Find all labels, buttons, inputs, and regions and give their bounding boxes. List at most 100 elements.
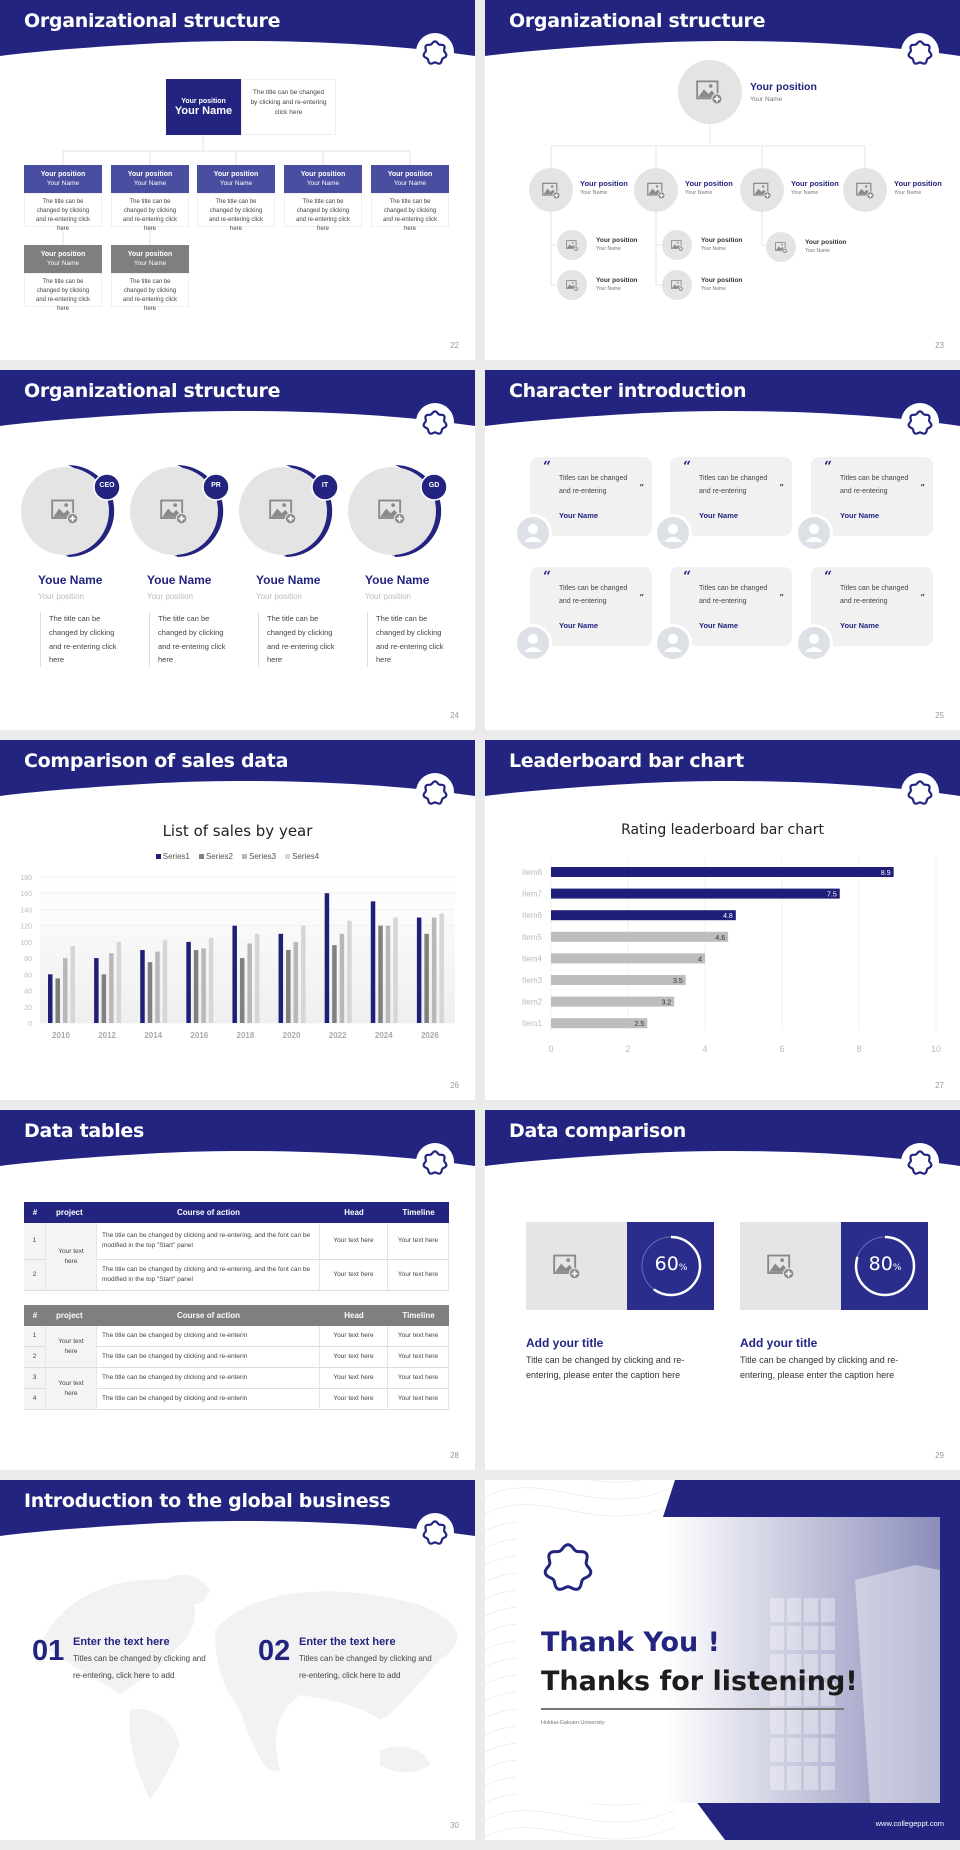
- logo-badge: [416, 403, 454, 441]
- frame: [774, 241, 786, 251]
- quote-name: Your Name: [840, 511, 880, 520]
- page-number: 30: [450, 1821, 459, 1830]
- table-header-cell: #: [24, 1202, 46, 1223]
- slide-title: Data tables: [24, 1120, 145, 1142]
- node-name: Your Name: [219, 180, 253, 187]
- y-tick-label: 120: [20, 924, 32, 931]
- org-node[interactable]: Your position Your Name: [111, 245, 189, 273]
- page-number: 22: [450, 341, 459, 350]
- website-link[interactable]: www.collegeppt.com: [875, 1819, 944, 1828]
- node-position: Your position: [40, 171, 86, 178]
- image-placeholder[interactable]: [526, 1222, 627, 1310]
- level2-avatar: [529, 168, 573, 212]
- y-tick-label: 100: [20, 940, 32, 947]
- row-number: 4: [24, 1389, 46, 1410]
- image-placeholder-icon: [696, 80, 724, 106]
- bar-series1: [48, 974, 53, 1023]
- plus: [571, 1270, 578, 1277]
- role-badge-label: PR: [211, 482, 221, 489]
- mountain: [698, 89, 717, 98]
- data-label: 4.8: [723, 913, 733, 920]
- slide-23: Organizational structure 23 Your position Y…: [485, 0, 960, 360]
- org-node[interactable]: Your position Your Name: [111, 165, 189, 193]
- legend-swatch: [242, 854, 247, 859]
- logo-badge: [901, 403, 939, 441]
- logo-icon: [907, 1150, 933, 1175]
- category-label: Item7: [522, 890, 543, 899]
- node-desc: The title can be changed by clicking and…: [197, 193, 275, 232]
- image-placeholder[interactable]: [740, 1222, 841, 1310]
- close-quote-icon: ”: [920, 482, 925, 492]
- y-tick-label: 180: [20, 875, 32, 882]
- slide-title: Organizational structure: [509, 10, 766, 32]
- mountain: [769, 1263, 788, 1272]
- node-desc: The title can be changed by clicking and…: [24, 273, 102, 312]
- logo-icon: [422, 40, 448, 65]
- user-avatar-icon: [514, 514, 552, 552]
- org-node[interactable]: Your position Your Name: [24, 245, 102, 273]
- org-node[interactable]: Your position Your Name: [24, 165, 102, 193]
- sun: [761, 184, 765, 188]
- mountain: [53, 508, 72, 517]
- building-window: [770, 1598, 784, 1622]
- y-tick-label: 60: [24, 972, 32, 979]
- node-name: Your Name: [174, 104, 233, 117]
- org-node[interactable]: Your position Your Name: [371, 165, 449, 193]
- mountain: [857, 188, 870, 194]
- bar-series3: [247, 943, 252, 1023]
- mountain: [648, 188, 661, 194]
- top-avatar: [678, 60, 742, 124]
- continent: [165, 1574, 210, 1606]
- building-facade: [855, 1565, 940, 1803]
- logo-icon: [422, 410, 448, 435]
- continent: [380, 1746, 430, 1773]
- building-window: [770, 1654, 784, 1678]
- org-node[interactable]: Your position Your Name: [197, 165, 275, 193]
- bar-series2: [424, 933, 429, 1023]
- quote-text: Titles can be changed and re-entering: [559, 585, 628, 605]
- quote-card[interactable]: “ Titles can be changed and re-entering ” Y…: [670, 457, 792, 536]
- image-placeholder-icon: [646, 182, 665, 199]
- quote-card[interactable]: “ Titles can be changed and re-entering ” Y…: [530, 457, 652, 536]
- top-node[interactable]: Your position Your Name: [166, 79, 241, 135]
- y-tick-label: 140: [20, 907, 32, 914]
- x-tick-label: 2026: [421, 1031, 439, 1040]
- blue-shape: [663, 1480, 960, 1840]
- slide-title: Organizational structure: [24, 10, 281, 32]
- node-position: Your position: [701, 237, 743, 244]
- head: [668, 634, 678, 644]
- node-position: Your position: [580, 179, 628, 188]
- legend-item: Series3: [242, 852, 276, 861]
- body: [664, 537, 682, 542]
- quote-card[interactable]: “ Titles can be changed and re-entering ” Y…: [530, 567, 652, 646]
- quote-card[interactable]: “ Titles can be changed and re-entering ” Y…: [811, 457, 933, 536]
- sun: [864, 184, 868, 188]
- connector-lines: [62, 135, 411, 245]
- quote-card[interactable]: “ Titles can be changed and re-entering ” Y…: [811, 567, 933, 646]
- percent-value: 80%: [850, 1253, 920, 1275]
- bar-series4: [393, 917, 398, 1023]
- image-placeholder-icon: [774, 241, 788, 254]
- plus: [868, 193, 872, 197]
- mountain: [162, 508, 181, 517]
- image-placeholder-icon: [269, 499, 297, 525]
- frame: [670, 279, 682, 289]
- row-number: 2: [24, 1347, 46, 1368]
- bar-series1: [140, 950, 145, 1023]
- category-label: Item8: [522, 868, 543, 877]
- logo-badge: [416, 1143, 454, 1181]
- mountain: [566, 243, 576, 248]
- x-tick-label: 2020: [283, 1031, 301, 1040]
- node-position: Your position: [127, 171, 173, 178]
- y-tick-label: 160: [20, 891, 32, 898]
- frame: [378, 499, 402, 519]
- legend-item: Series4: [285, 852, 319, 861]
- node-name: Your Name: [596, 246, 621, 252]
- node-name: Your Name: [133, 260, 167, 267]
- image-placeholder-icon: [752, 182, 771, 199]
- building-window: [821, 1654, 835, 1678]
- header-band: [0, 370, 475, 441]
- org-node[interactable]: Your position Your Name: [284, 165, 362, 193]
- quote-card[interactable]: “ Titles can be changed and re-entering ” Y…: [670, 567, 792, 646]
- row-number: 1: [24, 1326, 46, 1347]
